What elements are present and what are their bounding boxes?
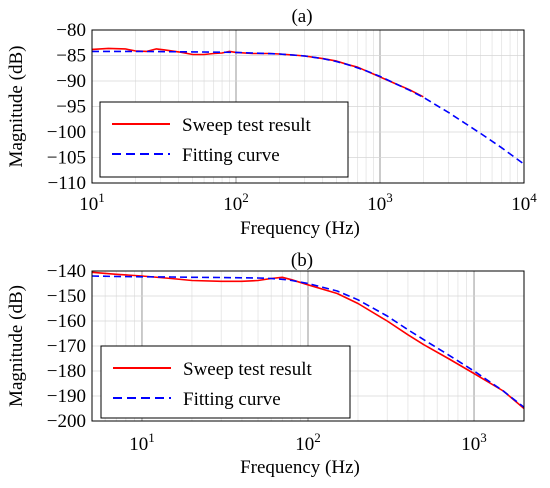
legend: Sweep test result Fitting curve	[99, 101, 349, 178]
x-tick-label: 103	[461, 430, 487, 455]
y-tick-label: −150	[47, 286, 86, 307]
sweep-test-line	[91, 47, 424, 98]
y-axis-label: Magnitude (dB)	[6, 46, 27, 168]
legend-label: Sweep test result	[183, 359, 312, 380]
x-tick-exponent: 3	[386, 190, 393, 205]
fitting-curve-line	[92, 50, 525, 165]
x-tick-label: 102	[223, 190, 249, 215]
x-tick-base: 10	[511, 194, 530, 215]
y-tick-label: −80	[56, 20, 86, 41]
x-tick-exponent: 3	[480, 430, 487, 445]
y-tick-label: −90	[56, 71, 86, 92]
x-tick-label: 101	[129, 430, 155, 455]
x-tick-exponent: 1	[98, 190, 105, 205]
x-tick-base: 10	[461, 434, 480, 455]
y-axis-label: Magnitude (dB)	[6, 285, 27, 407]
x-tick-base: 10	[367, 194, 386, 215]
x-tick-base: 10	[129, 434, 148, 455]
x-axis-label: Frequency (Hz)	[240, 457, 360, 478]
y-tick-label: −160	[47, 311, 86, 332]
legend-box	[100, 345, 351, 419]
x-tick-label: 103	[367, 190, 393, 215]
y-tick-label: −140	[47, 261, 86, 282]
y-tick-label: −190	[47, 386, 86, 407]
x-tick-base: 10	[79, 194, 98, 215]
y-tick-label: −180	[47, 361, 86, 382]
y-tick-label: −100	[47, 122, 86, 143]
x-tick-exponent: 1	[148, 430, 155, 445]
y-tick-label: −85	[56, 46, 86, 67]
legend-label: Fitting curve	[183, 389, 281, 410]
x-tick-exponent: 4	[530, 190, 537, 205]
x-tick-base: 10	[223, 194, 242, 215]
x-tick-label: 104	[511, 190, 537, 215]
x-tick-label: 101	[79, 190, 105, 215]
legend-label: Fitting curve	[182, 145, 280, 166]
legend-label: Sweep test result	[182, 115, 311, 136]
x-axis-label: Frequency (Hz)	[240, 218, 360, 239]
chart-title: (b)	[291, 250, 313, 271]
y-tick-label: −110	[47, 173, 86, 194]
chart-title: (a)	[291, 6, 312, 27]
y-tick-label: −170	[47, 336, 86, 357]
x-tick-label: 102	[295, 430, 321, 455]
y-tick-label: −105	[47, 148, 86, 169]
plot-frame	[91, 270, 525, 422]
fitting-curve-line	[91, 275, 525, 408]
x-tick-exponent: 2	[314, 430, 321, 445]
x-tick-base: 10	[295, 434, 314, 455]
y-tick-label: −95	[56, 97, 86, 118]
y-tick-label: −200	[47, 411, 86, 432]
x-tick-exponent: 2	[242, 190, 249, 205]
legend-box	[99, 101, 349, 178]
plot-frame	[91, 29, 525, 184]
legend: Sweep test result Fitting curve	[100, 345, 351, 419]
